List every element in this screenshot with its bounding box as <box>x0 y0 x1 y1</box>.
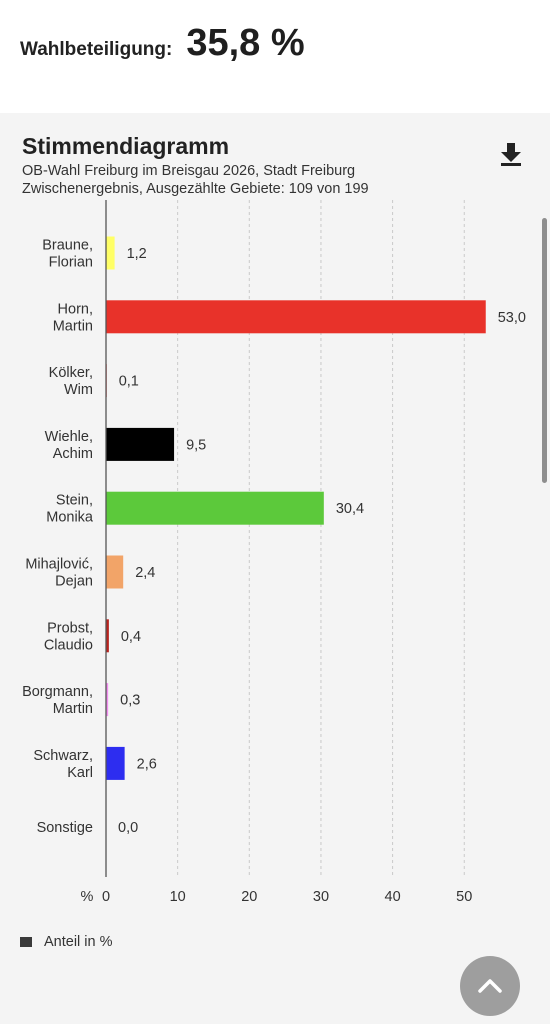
bar[interactable] <box>106 746 125 780</box>
value-label: 30,4 <box>336 501 364 517</box>
bar[interactable] <box>106 236 115 270</box>
scrollbar[interactable] <box>542 218 547 483</box>
category-label: Achim <box>53 446 93 462</box>
bar[interactable] <box>106 300 486 334</box>
value-label: 53,0 <box>498 310 526 326</box>
download-icon[interactable] <box>498 141 524 167</box>
category-label: Wiehle, <box>45 429 93 445</box>
category-label: Braune, <box>42 238 93 254</box>
category-label: Martin <box>53 318 93 334</box>
x-tick-label: 10 <box>170 889 186 905</box>
category-label: Sonstige <box>37 820 93 836</box>
category-label: Wim <box>64 382 93 398</box>
turnout-label: Wahlbeteiligung: <box>20 39 173 60</box>
value-label: 0,4 <box>121 629 141 645</box>
chart-subtitle-election: OB-Wahl Freiburg im Breisgau 2026, Stadt… <box>22 163 356 179</box>
category-label: Stein, <box>56 493 93 509</box>
category-label: Monika <box>46 510 94 526</box>
x-tick-label: 0 <box>102 889 110 905</box>
x-unit-label: % <box>81 889 94 905</box>
category-label: Probst, <box>47 620 93 636</box>
value-label: 0,1 <box>119 374 139 390</box>
chart-card: Stimmendiagramm OB-Wahl Freiburg im Brei… <box>0 113 550 1024</box>
bar[interactable] <box>106 491 324 525</box>
category-label: Schwarz, <box>33 748 93 764</box>
category-label: Martin <box>53 701 93 717</box>
category-label: Mihajlović, <box>25 557 93 573</box>
turnout-row: Wahlbeteiligung: 35,8 % <box>20 22 305 65</box>
legend-swatch <box>20 937 32 947</box>
bar[interactable] <box>106 427 175 461</box>
x-tick-label: 40 <box>385 889 401 905</box>
category-label: Karl <box>67 765 93 781</box>
bar-chart: Braune,Florian1,2Horn,Martin53,0Kölker,W… <box>22 200 526 905</box>
legend[interactable]: Anteil in % <box>20 934 113 950</box>
category-label: Borgmann, <box>22 684 93 700</box>
value-label: 0,3 <box>120 693 140 709</box>
value-label: 2,4 <box>135 565 155 581</box>
category-label: Claudio <box>44 637 93 653</box>
scroll-to-top-button[interactable] <box>460 956 520 1016</box>
value-label: 0,0 <box>118 820 138 836</box>
value-label: 9,5 <box>186 437 206 453</box>
bar[interactable] <box>106 619 109 653</box>
chart-title: Stimmendiagramm <box>22 133 230 159</box>
x-tick-label: 20 <box>241 889 257 905</box>
bar[interactable] <box>106 555 124 589</box>
legend-label: Anteil in % <box>44 934 113 950</box>
bar[interactable] <box>106 683 109 717</box>
value-label: 1,2 <box>127 246 147 262</box>
x-tick-label: 50 <box>456 889 472 905</box>
category-label: Kölker, <box>49 365 93 381</box>
category-label: Dejan <box>55 574 93 590</box>
chart-subtitle-status: Zwischenergebnis, Ausgezählte Gebiete: 1… <box>22 181 369 197</box>
turnout-value: 35,8 % <box>186 22 305 64</box>
chevron-up-icon <box>478 979 502 993</box>
value-label: 2,6 <box>137 756 157 772</box>
category-label: Horn, <box>58 301 93 317</box>
category-label: Florian <box>49 255 93 271</box>
x-tick-label: 30 <box>313 889 329 905</box>
